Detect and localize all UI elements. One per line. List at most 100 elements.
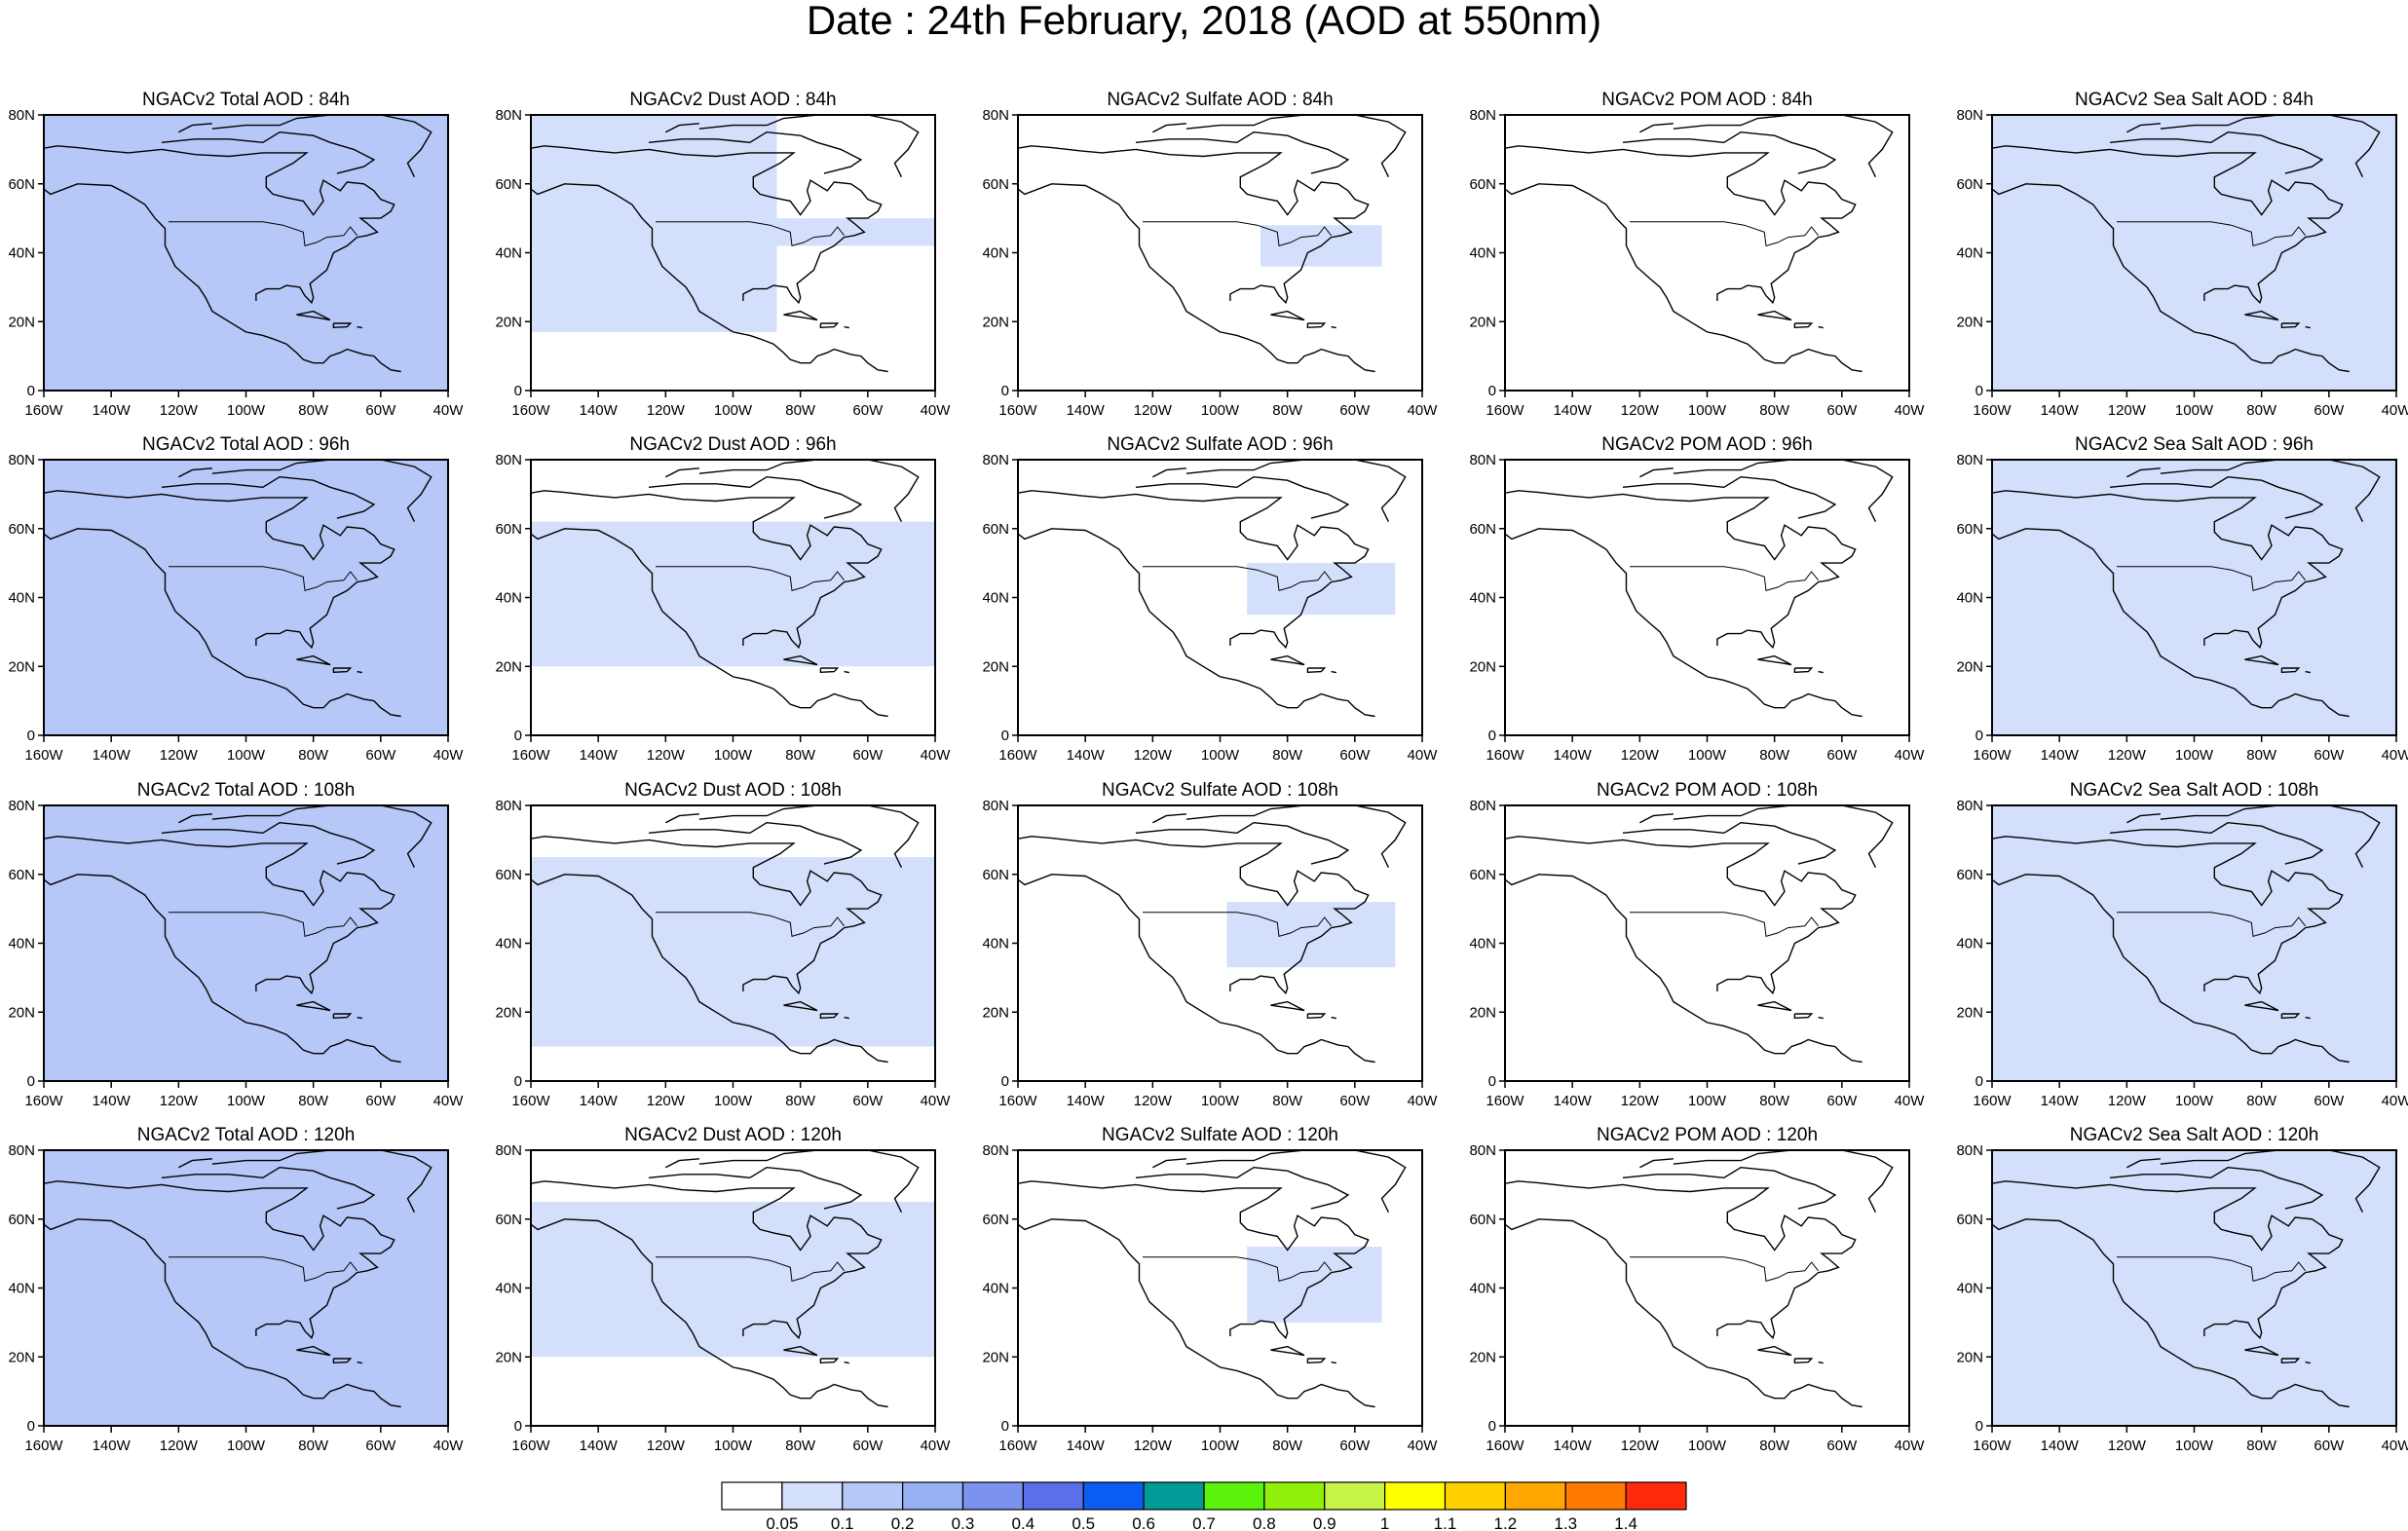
lat-tick-label: 80N	[982, 1142, 1009, 1159]
lon-tick-label: 120W	[647, 747, 686, 764]
map-panel: NGACv2 Total AOD : 120h 160W 140W 120W 100W 8…	[8, 1125, 464, 1454]
lat-tick-label: 0	[1975, 728, 1983, 744]
lon-tick-label: 40W	[1895, 402, 1926, 419]
lon-tick-label: 140W	[93, 747, 132, 764]
lon-tick-label: 120W	[647, 1438, 686, 1454]
lat-tick-label: 20N	[1956, 658, 1983, 675]
lon-tick-label: 80W	[298, 402, 329, 419]
lon-tick-label: 40W	[433, 1438, 465, 1454]
lat-tick-label: 60N	[982, 176, 1009, 193]
lon-tick-label: 80W	[1759, 402, 1790, 419]
lat-tick-label: 60N	[1956, 521, 1983, 538]
coastlines	[1018, 805, 1407, 1064]
lon-tick-label: 140W	[1067, 747, 1106, 764]
lon-tick-label: 140W	[1067, 1093, 1106, 1109]
lon-tick-label: 140W	[1554, 747, 1593, 764]
panel-title: NGACv2 Sea Salt AOD : 84h	[2075, 90, 2314, 110]
lon-tick-label: 40W	[2382, 1438, 2408, 1454]
lat-tick-label: 0	[27, 383, 35, 399]
colorbar-swatch	[1504, 1481, 1566, 1511]
map-panel: NGACv2 Dust AOD : 108h 160W 140W 120W 100W 80…	[495, 780, 951, 1109]
lon-tick-label: 100W	[227, 1093, 266, 1109]
lat-tick-label: 20N	[495, 1349, 522, 1365]
map-panel: NGACv2 Dust AOD : 96h 160W 140W 120W 100W 80W…	[495, 434, 951, 764]
lat-tick-label: 40N	[8, 590, 35, 607]
lon-tick-label: 80W	[298, 747, 329, 764]
aod-field	[1992, 460, 2396, 735]
lat-tick-label: 20N	[8, 314, 35, 330]
lon-tick-label: 120W	[160, 1438, 199, 1454]
lat-tick-label: 60N	[1469, 176, 1496, 193]
lat-tick-label: 20N	[495, 1004, 522, 1021]
lon-tick-label: 60W	[365, 747, 396, 764]
lon-tick-label: 60W	[1826, 1438, 1858, 1454]
colorbar-label: 0.05	[766, 1514, 798, 1531]
lat-tick-label: 80N	[982, 798, 1009, 814]
map-panel: NGACv2 Sea Salt AOD : 108h 160W 140W 120W 10…	[1956, 780, 2408, 1109]
aod-field	[44, 805, 448, 1081]
lon-tick-label: 60W	[1339, 1093, 1371, 1109]
lat-tick-label: 0	[1488, 1073, 1496, 1090]
lon-tick-label: 60W	[852, 1093, 884, 1109]
colorbar-label: 0.2	[891, 1514, 915, 1531]
lon-tick-label: 40W	[433, 402, 465, 419]
lon-tick-label: 160W	[24, 747, 63, 764]
lat-tick-label: 80N	[8, 1142, 35, 1159]
lat-tick-label: 80N	[982, 452, 1009, 468]
lon-tick-label: 160W	[511, 402, 550, 419]
lon-tick-label: 100W	[714, 1438, 753, 1454]
panel-title: NGACv2 Dust AOD : 108h	[624, 780, 842, 801]
lat-tick-label: 80N	[982, 107, 1009, 124]
panel-title: NGACv2 Total AOD : 108h	[137, 780, 356, 801]
lat-tick-label: 0	[27, 1073, 35, 1090]
aod-field	[531, 521, 935, 667]
lon-tick-label: 120W	[1134, 402, 1173, 419]
lon-tick-label: 80W	[785, 1438, 816, 1454]
lon-tick-label: 80W	[1272, 1093, 1303, 1109]
coastlines	[531, 1150, 920, 1408]
lon-tick-label: 100W	[227, 1438, 266, 1454]
aod-field	[776, 218, 935, 246]
lat-tick-label: 40N	[982, 936, 1009, 952]
lat-tick-label: 0	[1488, 728, 1496, 744]
lat-tick-label: 60N	[1469, 1212, 1496, 1228]
lat-tick-label: 0	[1001, 383, 1009, 399]
panel-title: NGACv2 Dust AOD : 120h	[624, 1125, 842, 1145]
lon-tick-label: 120W	[2108, 402, 2147, 419]
lat-tick-label: 60N	[495, 1212, 522, 1228]
lon-tick-label: 140W	[93, 1093, 132, 1109]
coastlines	[1505, 460, 1894, 718]
coastlines	[1992, 460, 2381, 718]
lon-tick-label: 40W	[433, 1093, 465, 1109]
coastlines	[1505, 1150, 1894, 1408]
panel-title: NGACv2 Sulfate AOD : 120h	[1102, 1125, 1338, 1145]
lat-tick-label: 20N	[1469, 1004, 1496, 1021]
lon-tick-label: 40W	[1895, 747, 1926, 764]
lon-tick-label: 160W	[1973, 747, 2012, 764]
lon-tick-label: 140W	[1554, 1438, 1593, 1454]
map-panel: NGACv2 Dust AOD : 84h 160W 140W 120W 100W 80W…	[495, 90, 951, 419]
colorbar-swatch	[1263, 1481, 1326, 1511]
lon-tick-label: 60W	[365, 1438, 396, 1454]
lon-tick-label: 120W	[1621, 1438, 1660, 1454]
map-panel: NGACv2 Sulfate AOD : 108h 160W 140W 120W 100…	[982, 780, 1438, 1109]
lat-tick-label: 20N	[1469, 658, 1496, 675]
lon-tick-label: 80W	[785, 402, 816, 419]
lat-tick-label: 40N	[1469, 1281, 1496, 1297]
aod-field	[531, 1202, 935, 1358]
lon-tick-label: 100W	[1201, 1438, 1240, 1454]
map-panel: NGACv2 Sea Salt AOD : 120h 160W 140W 120W 10…	[1956, 1125, 2408, 1454]
colorbar-label: 0.9	[1313, 1514, 1336, 1531]
lat-tick-label: 0	[27, 728, 35, 744]
lon-tick-label: 120W	[1134, 747, 1173, 764]
lon-tick-label: 120W	[2108, 1093, 2147, 1109]
map-panel: NGACv2 POM AOD : 84h 160W 140W 120W 100W 80W 6…	[1469, 90, 1925, 419]
lat-tick-label: 40N	[1469, 590, 1496, 607]
colorbar-label: 1	[1380, 1514, 1389, 1531]
lon-tick-label: 40W	[1408, 1093, 1439, 1109]
lon-tick-label: 140W	[1554, 402, 1593, 419]
lon-tick-label: 80W	[1272, 1438, 1303, 1454]
lat-tick-label: 20N	[1956, 314, 1983, 330]
lon-tick-label: 80W	[1759, 1093, 1790, 1109]
lat-tick-label: 40N	[495, 590, 522, 607]
